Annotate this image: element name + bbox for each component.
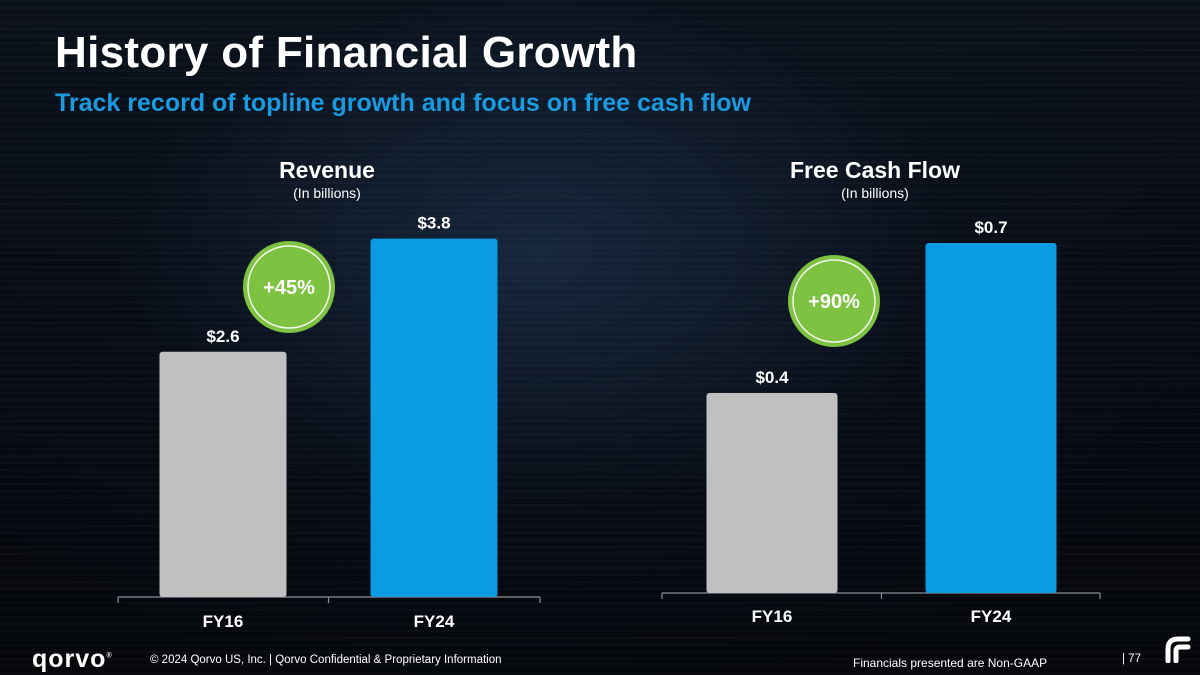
revenue-chart-title: Revenue xyxy=(279,157,375,183)
chart0-value-label: $2.6 xyxy=(206,327,239,346)
non-gaap-note: Financials presented are Non-GAAP xyxy=(853,656,1048,670)
chart1-bar-fy24 xyxy=(925,243,1057,593)
page-number: | 77 xyxy=(1122,653,1141,665)
chart1-value-label: $0.4 xyxy=(755,368,789,387)
chart1-growth-badge xyxy=(788,255,880,347)
chart1-category-label: FY24 xyxy=(971,607,1012,626)
fcf-chart-title: Free Cash Flow xyxy=(790,157,960,183)
logo-text: qorvo xyxy=(32,645,107,673)
chart0-category-label: FY16 xyxy=(203,612,244,631)
chart1-growth-badge-ring xyxy=(792,259,876,343)
chart0-growth-badge-text: +45% xyxy=(263,277,315,299)
qorvo-logo: qorvo® xyxy=(32,645,113,673)
chart1-growth-badge-text: +90% xyxy=(808,291,860,313)
slide-subtitle: Track record of topline growth and focus… xyxy=(55,89,751,117)
chart0-growth-badge-ring xyxy=(247,245,331,329)
chart1-bar-fy16 xyxy=(706,393,838,593)
chart0-bar-fy16 xyxy=(159,351,287,597)
qorvo-mark-icon xyxy=(1165,636,1191,663)
chart0-value-label: $3.8 xyxy=(417,214,450,233)
chart1-value-label: $0.7 xyxy=(974,218,1007,237)
slide-title: History of Financial Growth xyxy=(55,28,638,77)
copyright-text: © 2024 Qorvo US, Inc. | Qorvo Confidenti… xyxy=(150,654,502,666)
chart0-bar-fy24 xyxy=(370,238,498,597)
fcf-chart-subtitle: (In billions) xyxy=(841,185,909,201)
chart1-category-label: FY16 xyxy=(752,607,793,626)
chart0-category-label: FY24 xyxy=(414,612,455,631)
revenue-chart-subtitle: (In billions) xyxy=(293,185,361,201)
chart0-growth-badge xyxy=(243,241,335,333)
